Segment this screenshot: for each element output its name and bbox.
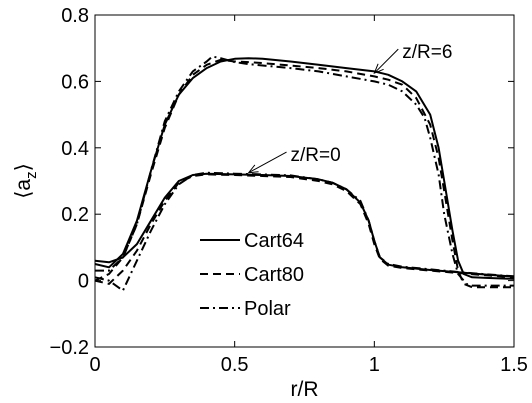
annotations: z/R=6 z/R=0 [247, 42, 452, 174]
x-tick-label: 1.5 [500, 354, 528, 376]
x-axis-label: r/R [291, 378, 319, 401]
y-axis-label: ⟨az⟩ [12, 163, 40, 199]
annotation-label: z/R=0 [291, 145, 341, 166]
y-tick-label: 0 [78, 271, 89, 293]
y-axis-label-close: ⟩ [12, 163, 35, 171]
series-line-dashdot [94, 171, 515, 292]
axes-box [94, 14, 515, 348]
legend-label: Cart64 [244, 230, 304, 252]
y-tick-label: 0.8 [61, 5, 89, 27]
annotation-arrowhead [373, 63, 384, 75]
y-axis-label-sub: z [23, 171, 40, 179]
y-tick-label: 0.4 [61, 138, 89, 160]
y-axis-label-group: ⟨az⟩ [12, 163, 40, 199]
series-line-dashed [94, 173, 515, 285]
annotation-arrow [248, 151, 287, 174]
y-tick-label: 0.2 [61, 204, 89, 226]
x-tick-label: 0 [89, 354, 100, 376]
y-tick-label: −0.2 [50, 337, 89, 359]
series-line-solid [94, 172, 515, 278]
annotation-arrow [373, 48, 399, 74]
y-axis-label-open: ⟨a [12, 179, 35, 199]
y-tick-label: 0.6 [61, 71, 89, 93]
x-tick-label: 0.5 [221, 354, 249, 376]
x-tick-label: 1 [369, 354, 380, 376]
legend-label: Cart80 [244, 264, 304, 286]
series-line-solid [94, 57, 515, 280]
legend-label: Polar [244, 298, 291, 320]
series-line-dashdot [95, 55, 514, 287]
axis-ticks: 0 0.5 1 1.5−0.200.20.40.60.8 [50, 5, 528, 376]
legend: Cart64 Cart80 Polar [200, 230, 304, 320]
annotation-arrowhead [247, 164, 259, 174]
plot-lines [94, 55, 515, 292]
series-line-dashed [94, 58, 514, 289]
annotation-label: z/R=6 [402, 42, 452, 63]
